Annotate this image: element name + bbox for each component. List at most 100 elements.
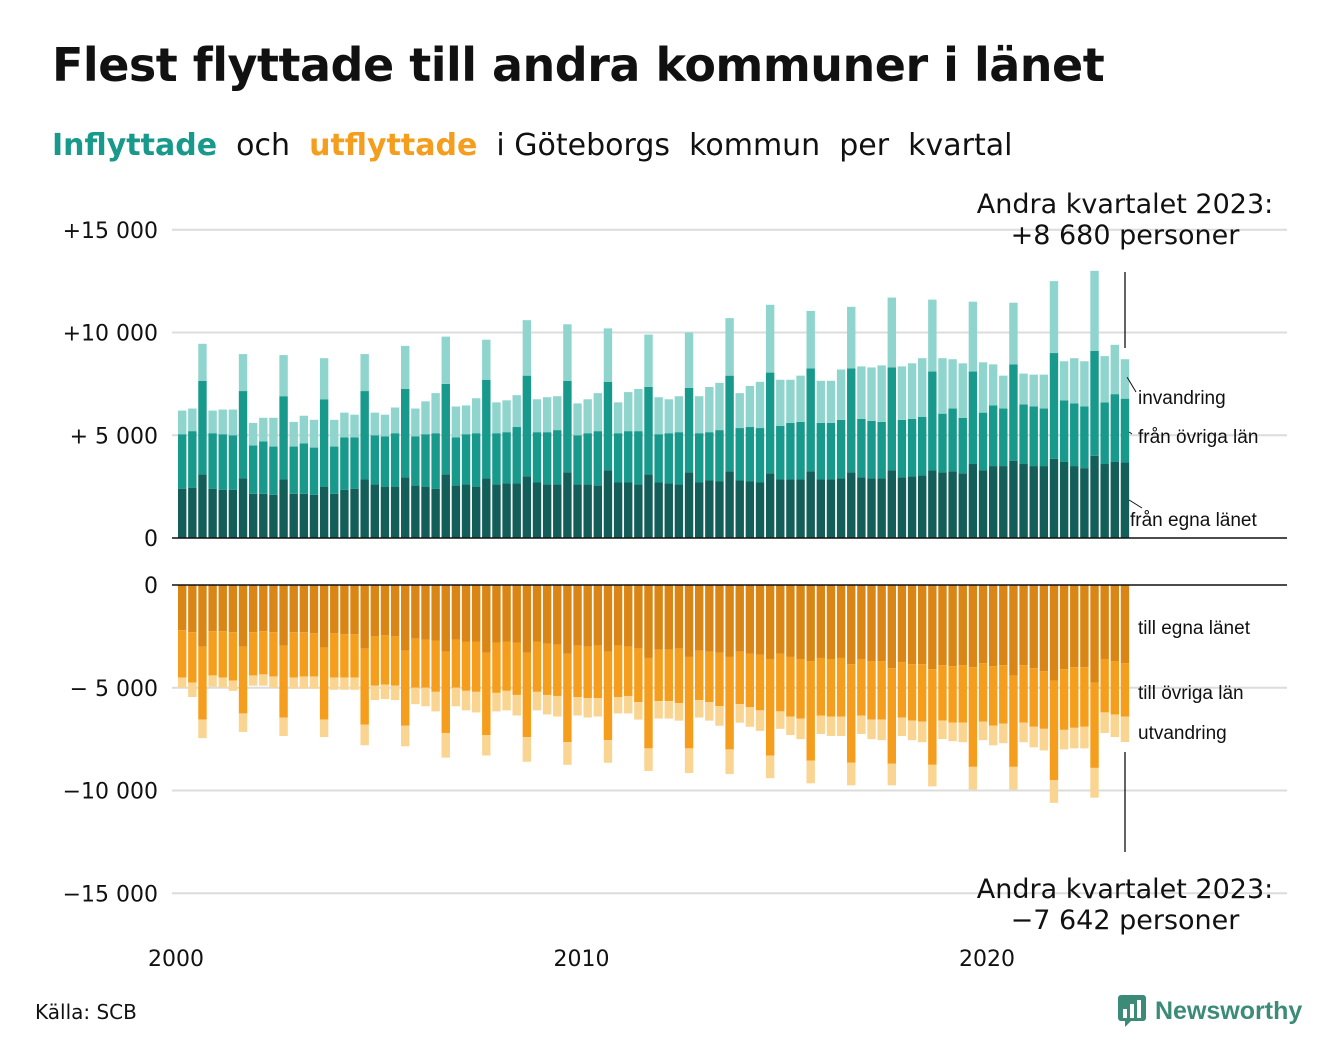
bar-inflyttade-3 <box>340 412 349 438</box>
bar-utflyttade-1 <box>958 585 967 666</box>
bar-inflyttade-2 <box>978 412 988 471</box>
bar-utflyttade-2 <box>431 640 440 692</box>
bar-inflyttade-1 <box>593 485 603 538</box>
bar-utflyttade-3 <box>857 715 866 734</box>
bar-utflyttade-2 <box>928 669 937 765</box>
bar-inflyttade-3 <box>1070 358 1079 404</box>
bar-utflyttade-2 <box>492 642 501 693</box>
bar-inflyttade-1 <box>542 484 552 538</box>
bar-utflyttade-2 <box>218 631 227 678</box>
bar-utflyttade-2 <box>1039 671 1049 729</box>
bar-inflyttade-3 <box>1120 359 1130 399</box>
bar-utflyttade-2 <box>573 645 582 697</box>
bar-utflyttade-2 <box>968 667 978 767</box>
bar-utflyttade-2 <box>563 653 572 743</box>
bar-utflyttade-2 <box>390 636 400 686</box>
bar-inflyttade-1 <box>857 477 866 538</box>
bar-inflyttade-2 <box>451 437 461 486</box>
bar-utflyttade-2 <box>1100 658 1109 713</box>
bar-utflyttade-2 <box>887 668 896 764</box>
bar-inflyttade-3 <box>765 304 775 373</box>
bar-inflyttade-2 <box>390 433 400 487</box>
bar-inflyttade-1 <box>684 472 694 538</box>
bar-utflyttade-1 <box>583 585 592 647</box>
bar-utflyttade-3 <box>806 760 815 784</box>
bar-utflyttade-2 <box>624 646 633 696</box>
bar-inflyttade-3 <box>330 419 339 447</box>
bar-inflyttade-1 <box>1009 460 1018 538</box>
bar-inflyttade-2 <box>877 421 886 479</box>
bar-inflyttade-2 <box>1019 404 1028 465</box>
bar-inflyttade-3 <box>938 358 947 414</box>
bar-inflyttade-3 <box>492 402 501 434</box>
bar-utflyttade-1 <box>796 585 805 659</box>
bar-utflyttade-2 <box>380 635 390 685</box>
bar-utflyttade-2 <box>482 652 491 736</box>
bar-inflyttade-3 <box>796 375 805 422</box>
bar-utflyttade-1 <box>603 585 613 652</box>
bar-utflyttade-3 <box>918 721 927 743</box>
bar-utflyttade-3 <box>999 723 1008 744</box>
bar-utflyttade-2 <box>796 658 805 719</box>
x-tick-label: 2020 <box>959 947 1015 972</box>
bar-utflyttade-1 <box>684 585 694 657</box>
bar-inflyttade-3 <box>847 306 856 369</box>
bar-utflyttade-2 <box>1070 667 1079 728</box>
bar-inflyttade-3 <box>451 406 461 438</box>
bar-utflyttade-3 <box>208 675 217 687</box>
bar-inflyttade-3 <box>542 397 552 433</box>
bar-utflyttade-3 <box>1029 726 1038 748</box>
bar-inflyttade-1 <box>988 466 998 538</box>
bar-inflyttade-2 <box>1100 402 1109 465</box>
bar-inflyttade-1 <box>968 464 978 538</box>
bar-utflyttade-3 <box>978 721 988 741</box>
bar-inflyttade-1 <box>887 470 896 538</box>
bar-utflyttade-2 <box>705 651 714 703</box>
bar-inflyttade-2 <box>796 421 805 480</box>
bar-utflyttade-1 <box>1070 585 1079 668</box>
bar-inflyttade-2 <box>1090 350 1099 456</box>
bar-inflyttade-3 <box>198 343 207 381</box>
bar-inflyttade-1 <box>694 482 704 538</box>
bar-inflyttade-3 <box>928 299 937 372</box>
bar-utflyttade-2 <box>634 648 643 703</box>
bar-inflyttade-2 <box>1009 364 1018 461</box>
bar-inflyttade-2 <box>1039 408 1049 467</box>
bar-utflyttade-1 <box>299 585 309 633</box>
bar-utflyttade-3 <box>380 684 390 700</box>
bar-utflyttade-1 <box>644 585 653 658</box>
bar-inflyttade-1 <box>492 484 501 538</box>
bar-utflyttade-3 <box>1090 767 1099 798</box>
bar-inflyttade-2 <box>248 445 258 494</box>
subtitle-and-word: och <box>236 128 291 163</box>
bar-inflyttade-3 <box>624 392 633 432</box>
brand-logo[interactable]: Newsworthy <box>1117 994 1302 1028</box>
bar-inflyttade-1 <box>1029 466 1038 538</box>
bar-inflyttade-2 <box>522 375 532 477</box>
bar-inflyttade-1 <box>1049 458 1059 538</box>
bar-utflyttade-1 <box>360 585 369 649</box>
bar-utflyttade-2 <box>978 663 988 722</box>
bar-utflyttade-1 <box>1039 585 1049 672</box>
bar-inflyttade-2 <box>776 426 785 480</box>
bar-utflyttade-3 <box>816 715 826 734</box>
bar-inflyttade-1 <box>441 474 450 538</box>
bar-inflyttade-3 <box>390 407 400 434</box>
bar-utflyttade-3 <box>1120 716 1130 743</box>
bar-utflyttade-3 <box>1100 712 1109 733</box>
bar-inflyttade-3 <box>370 412 380 436</box>
bar-utflyttade-3 <box>289 677 298 689</box>
bar-inflyttade-2 <box>958 417 967 474</box>
chart-title: Flest flyttade till andra kommuner i län… <box>52 38 1105 92</box>
bar-utflyttade-2 <box>786 656 795 717</box>
bar-inflyttade-2 <box>198 380 207 475</box>
bar-inflyttade-3 <box>725 318 734 376</box>
bar-utflyttade-3 <box>725 749 734 775</box>
bar-utflyttade-1 <box>694 585 704 651</box>
bar-utflyttade-2 <box>1009 675 1018 767</box>
bar-utflyttade-3 <box>441 732 450 758</box>
bar-inflyttade-1 <box>918 475 927 538</box>
bar-inflyttade-1 <box>755 482 765 538</box>
bar-utflyttade-2 <box>340 634 349 678</box>
bar-utflyttade-2 <box>421 639 430 688</box>
